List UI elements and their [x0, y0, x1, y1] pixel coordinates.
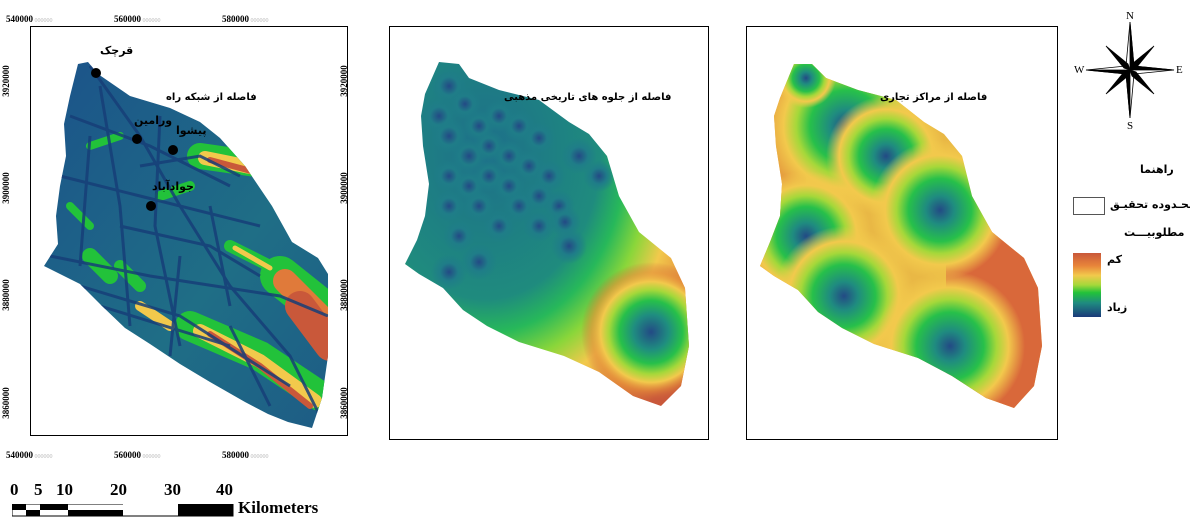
east-label: E — [1176, 64, 1183, 76]
map1-xtick-bottom-1: 540000 000000 — [6, 450, 53, 460]
city-label-qarchak: قرچک — [100, 44, 134, 57]
south-label: S — [1127, 120, 1134, 132]
map1-xtick-bottom-2: 560000 000000 — [114, 450, 161, 460]
legend-suitability-label: مطلوبیـــت — [1124, 226, 1185, 239]
scale-tick-10: 10 — [56, 480, 73, 499]
legend-low-label: کم — [1107, 253, 1123, 266]
scale-tick-5: 5 — [34, 480, 43, 499]
map1-title: فاصله از شبکه راه — [166, 92, 257, 103]
legend-color-ramp — [1073, 253, 1101, 317]
map1-ytick-left-1: 3920000 — [0, 65, 11, 97]
map1-ytick-left-3: 3880000 — [0, 279, 11, 311]
scale-tick-30: 30 — [164, 480, 181, 499]
legend-boundary-swatch — [1073, 197, 1105, 215]
scale-tick-0: 0 — [10, 480, 19, 499]
legend-boundary-label: محـدوده تحقیـق — [1110, 198, 1190, 211]
city-label-varamin: ورامین — [134, 114, 173, 127]
map2-raster — [405, 62, 689, 406]
map1-ytick-left-2: 3900000 — [0, 172, 11, 204]
north-label: N — [1126, 10, 1134, 22]
scale-tick-20: 20 — [110, 480, 127, 499]
map3-title: فاصله از مراکز تجاری — [880, 92, 988, 103]
city-label-pishva: پیشوا — [176, 124, 207, 137]
map1-xtick-top-3: 580000 000000 — [222, 14, 269, 24]
map1-raster — [44, 62, 328, 428]
map1-xtick-top-1: 540000 000000 — [6, 14, 53, 24]
scale-tick-40: 40 — [216, 480, 233, 499]
legend-title: راهنما — [1140, 163, 1174, 176]
map1-ytick-left-4: 3860000 — [0, 387, 11, 419]
map1-xtick-top-2: 560000 000000 — [114, 14, 161, 24]
north-arrow-icon — [1085, 21, 1175, 119]
west-label: W — [1074, 64, 1085, 76]
scale-unit-label: Kilometers — [238, 498, 319, 517]
legend-high-label: زیاد — [1107, 301, 1128, 314]
city-label-javadabad: جوادآباد — [152, 180, 194, 193]
map3-raster — [760, 64, 1042, 408]
map1-xtick-bottom-3: 580000 000000 — [222, 450, 269, 460]
scale-bar — [12, 504, 234, 517]
map2-title: فاصله از جلوه های تاریخی مذهبی — [504, 92, 672, 103]
